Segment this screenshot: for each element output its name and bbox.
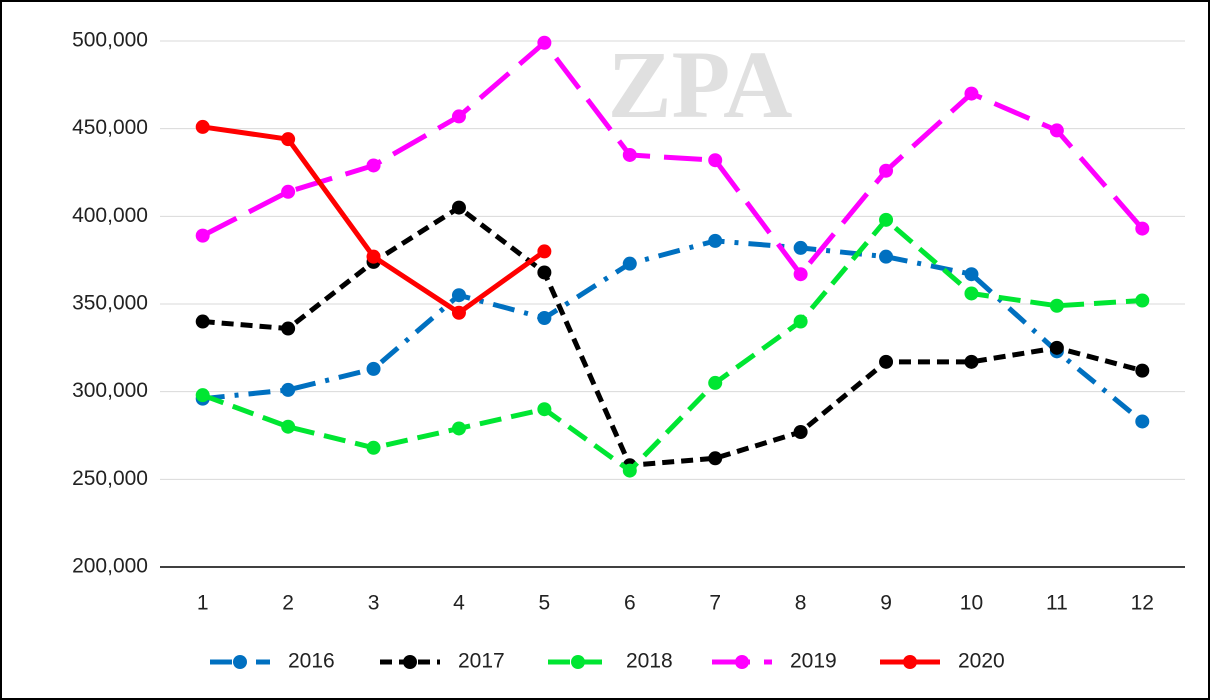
y-tick-label: 400,000 (72, 204, 148, 227)
data-point (964, 286, 979, 301)
data-point (1135, 414, 1150, 429)
legend-label: 2019 (790, 650, 837, 673)
legend-label: 2017 (458, 650, 505, 673)
legend-label: 2016 (288, 650, 335, 673)
x-tick-label: 2 (282, 592, 294, 615)
x-tick-label: 8 (795, 592, 807, 615)
series-line (201, 40, 1145, 277)
data-point (366, 361, 381, 376)
legend-label: 2018 (626, 650, 673, 673)
data-point (1049, 123, 1064, 138)
data-point (708, 153, 723, 168)
data-point (281, 382, 296, 397)
y-tick-label: 300,000 (72, 379, 148, 402)
data-point (537, 265, 552, 280)
x-tick-label: 3 (368, 592, 380, 615)
data-point (1135, 363, 1150, 378)
data-point (964, 354, 979, 369)
legend-marker (233, 655, 247, 669)
series-line (201, 217, 1143, 474)
data-point (451, 305, 466, 320)
data-point (879, 212, 894, 227)
data-point (366, 440, 381, 455)
x-tick-label: 10 (960, 592, 983, 615)
data-point (451, 288, 466, 303)
data-point (708, 375, 723, 390)
data-point (451, 421, 466, 436)
data-point (281, 321, 296, 336)
x-tick-label: 12 (1131, 592, 1154, 615)
data-point (281, 184, 296, 199)
data-point (537, 35, 552, 50)
y-tick-label: 500,000 (72, 29, 148, 52)
x-tick-label: 6 (624, 592, 636, 615)
data-point (879, 249, 894, 264)
series-line (202, 205, 1143, 468)
data-point (879, 354, 894, 369)
y-tick-label: 250,000 (72, 467, 148, 490)
data-point (195, 228, 210, 243)
data-point (964, 267, 979, 282)
y-tick-label: 350,000 (72, 292, 148, 315)
data-point (622, 463, 637, 478)
data-point (1049, 298, 1064, 313)
data-point (708, 451, 723, 466)
series-line (202, 238, 1144, 424)
data-point (793, 240, 808, 255)
data-point (622, 256, 637, 271)
x-tick-label: 1 (197, 592, 209, 615)
data-point (195, 314, 210, 329)
legend-marker (903, 655, 917, 669)
x-tick-label: 5 (539, 592, 551, 615)
data-point (1135, 293, 1150, 308)
x-tick-label: 11 (1046, 592, 1068, 615)
data-point (366, 249, 381, 264)
data-point (195, 119, 210, 134)
data-point (879, 163, 894, 178)
x-tick-label: 9 (880, 592, 892, 615)
data-point (537, 244, 552, 259)
data-point (793, 424, 808, 439)
legend-label: 2020 (958, 650, 1005, 673)
data-point (537, 311, 552, 326)
data-point (281, 419, 296, 434)
data-point (1135, 221, 1150, 236)
data-point (537, 402, 552, 417)
watermark: ZPA (608, 31, 793, 138)
data-point (1049, 340, 1064, 355)
y-tick-label: 200,000 (72, 555, 148, 578)
data-point (195, 388, 210, 403)
data-point (366, 158, 381, 173)
x-tick-label: 4 (453, 592, 465, 615)
legend-marker (403, 655, 417, 669)
data-point (708, 233, 723, 248)
x-tick-label: 7 (709, 592, 721, 615)
y-tick-label: 450,000 (72, 116, 148, 139)
legend-marker (571, 655, 585, 669)
data-point (281, 132, 296, 147)
legend-marker (735, 655, 749, 669)
data-point (964, 86, 979, 101)
data-point (793, 267, 808, 282)
data-point (793, 314, 808, 329)
data-point (451, 109, 466, 124)
data-point (451, 200, 466, 215)
data-point (622, 147, 637, 162)
